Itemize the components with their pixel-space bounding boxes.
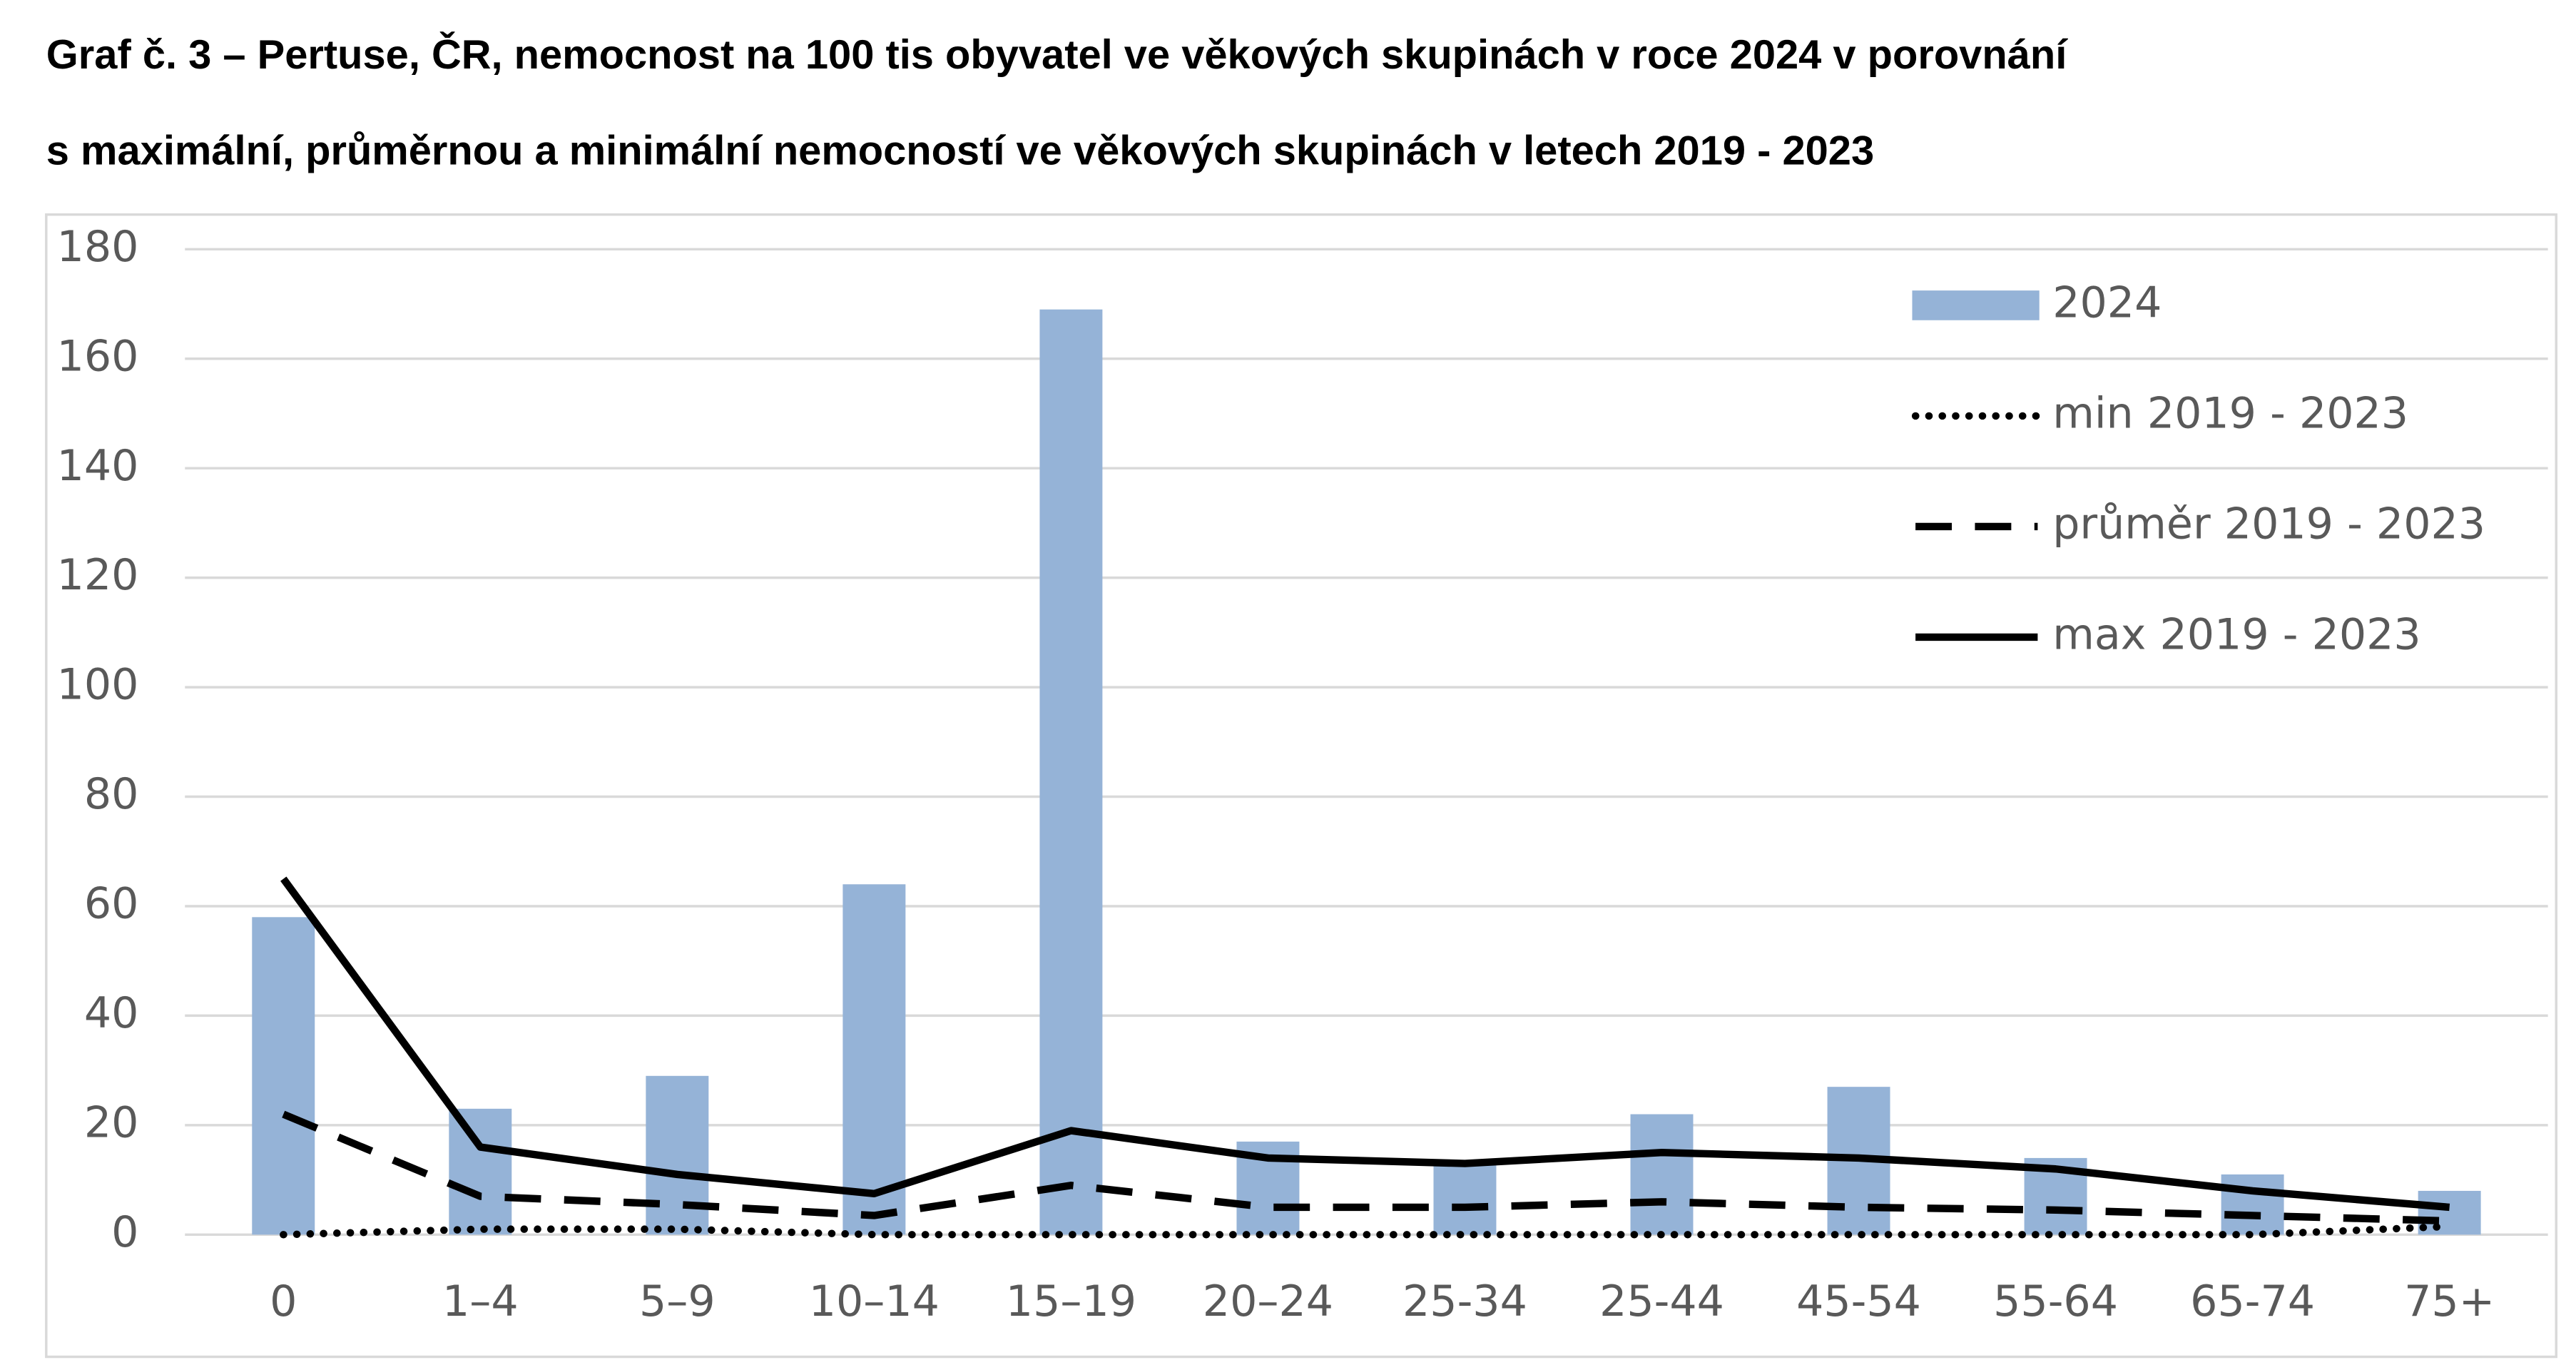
x-tick-label: 15–19 — [1006, 1277, 1136, 1326]
line — [280, 876, 2450, 1212]
bar — [252, 917, 315, 1235]
x-tick-label: 25-34 — [1402, 1277, 1527, 1326]
line — [280, 1222, 2453, 1239]
x-tick-label: 0 — [270, 1277, 297, 1326]
bar — [1039, 309, 1103, 1235]
y-tick-label: 40 — [84, 988, 139, 1038]
legend-label: max 2019 - 2023 — [2052, 610, 2420, 660]
bar — [842, 884, 906, 1235]
chart-title: Graf č. 3 – Pertuse, ČR, nemocnost na 10… — [46, 31, 2068, 78]
x-tick-label: 65-74 — [2190, 1277, 2315, 1326]
x-tick-label: 10–14 — [809, 1277, 940, 1326]
bar — [2418, 1190, 2481, 1235]
bar — [449, 1108, 512, 1235]
bar — [1433, 1163, 1497, 1235]
x-tick-label: 75+ — [2404, 1277, 2495, 1326]
x-tick-label: 1–4 — [442, 1277, 519, 1326]
bar — [1630, 1114, 1694, 1235]
y-tick-label: 20 — [84, 1097, 139, 1147]
bar — [646, 1075, 709, 1235]
chart-frame — [45, 213, 2557, 1359]
y-tick-label: 60 — [84, 879, 139, 929]
x-tick-label: 25-44 — [1599, 1277, 1724, 1326]
x-tick-label: 55-64 — [1993, 1277, 2118, 1326]
chart-title: s maximální, průměrnou a minimální nemoc… — [46, 128, 1874, 173]
x-tick-label: 20–24 — [1203, 1277, 1333, 1326]
bar — [2221, 1174, 2284, 1235]
line — [282, 1110, 2450, 1225]
y-tick-label: 100 — [57, 660, 139, 710]
legend-label: min 2019 - 2023 — [2052, 389, 2408, 439]
legend-label: 2024 — [2052, 278, 2162, 328]
y-tick-label: 0 — [111, 1207, 138, 1257]
y-tick-label: 140 — [57, 441, 139, 491]
y-tick-label: 180 — [57, 222, 139, 272]
y-tick-label: 80 — [84, 769, 139, 819]
legend-label: průměr 2019 - 2023 — [2052, 499, 2485, 549]
x-tick-label: 45-54 — [1796, 1277, 1921, 1326]
legend-swatch — [1912, 290, 2040, 320]
y-tick-label: 120 — [57, 550, 139, 600]
y-tick-label: 160 — [57, 331, 139, 381]
x-tick-label: 5–9 — [639, 1277, 716, 1326]
